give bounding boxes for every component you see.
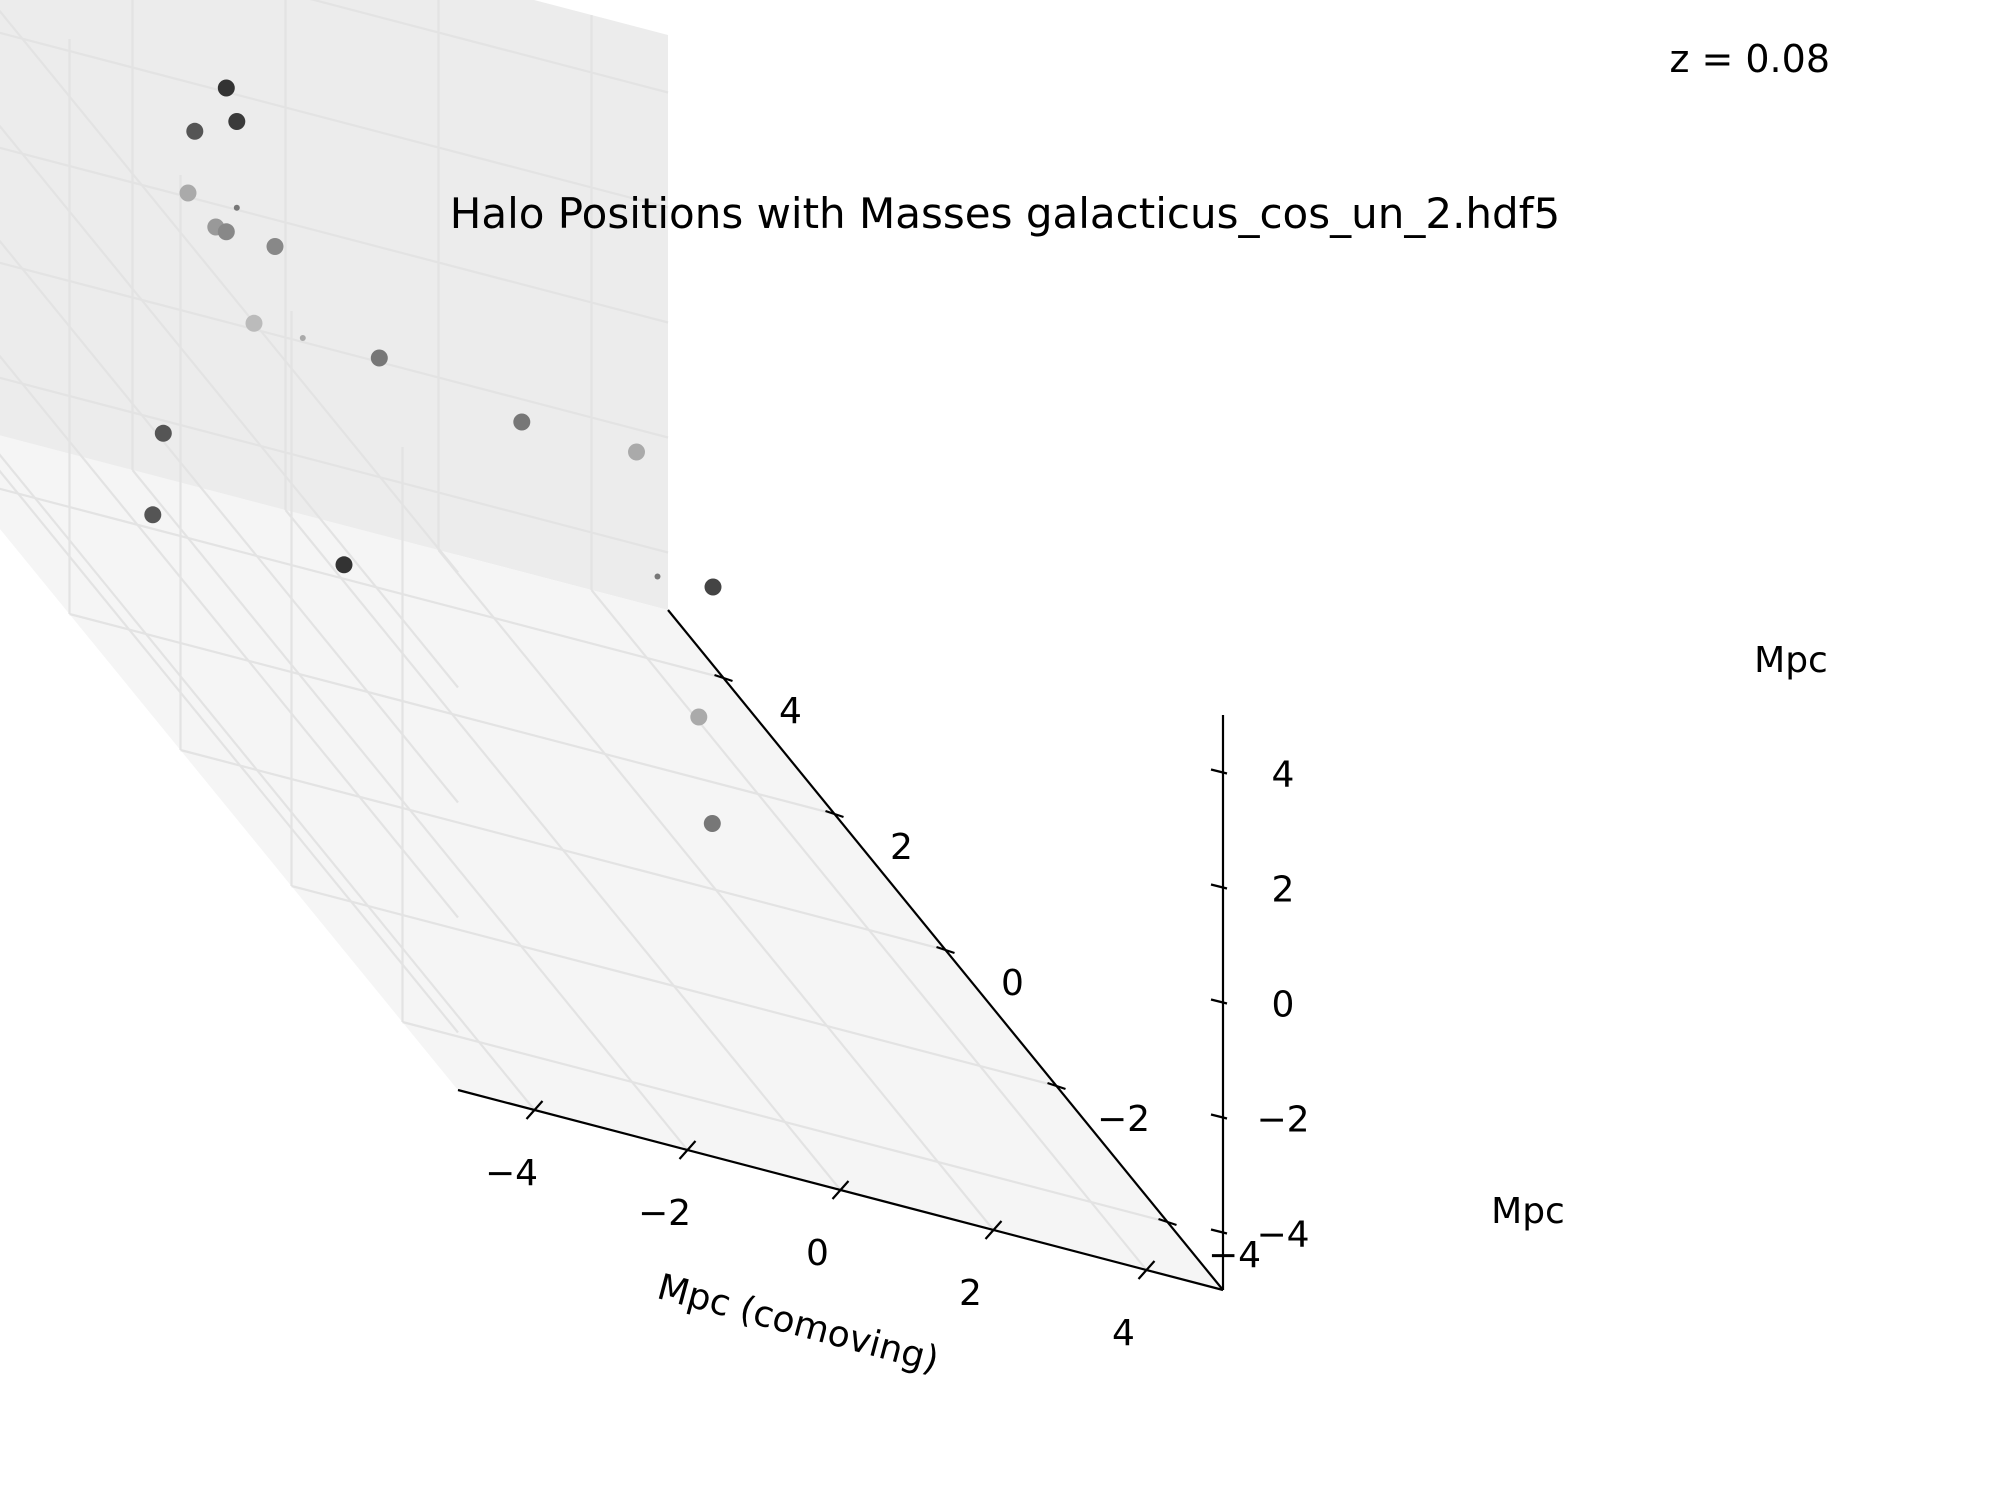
grid-line-z-left (0, 354, 459, 919)
z-tick-label: −2 (1256, 1100, 1309, 1141)
x-tick-label: −2 (638, 1193, 691, 1234)
halo-point (186, 122, 204, 140)
z-tick-label: 0 (1272, 985, 1295, 1026)
grid-line-y-floor (402, 1020, 1168, 1224)
halo-point (690, 708, 708, 726)
y-tick-label: 0 (1001, 963, 1024, 1004)
grid-line-z-left (0, 124, 459, 689)
redshift-annotation: z = 0.08 (1669, 37, 1830, 81)
halo-point (299, 335, 306, 341)
grid-line-z-back (0, 261, 669, 439)
z-tick-mark (1210, 1113, 1228, 1120)
z-tick-mark (1210, 1228, 1228, 1235)
x-tick-mark (678, 1140, 697, 1160)
x-tick-label: 4 (1112, 1313, 1135, 1354)
grid-line-z-left (0, 469, 459, 1034)
y-tick-mark (825, 809, 844, 819)
y-tick-label: −2 (1097, 1099, 1150, 1140)
z-tick-mark (1210, 998, 1228, 1005)
grid-line-y-floor (180, 748, 946, 952)
chart-title: Halo Positions with Masses galacticus_co… (450, 189, 1560, 238)
y-tick-label: 2 (890, 827, 913, 868)
x-tick-label: 2 (959, 1273, 982, 1314)
x-tick-mark (831, 1180, 850, 1200)
y-tick-mark (936, 945, 955, 955)
grid-line-y-floor (69, 612, 835, 816)
halo-point (154, 424, 172, 442)
grid-line-z-back (0, 31, 669, 209)
halo-point (513, 413, 531, 431)
y-tick-label: 4 (779, 691, 802, 732)
halo-point (228, 113, 246, 130)
grid-lines (0, 0, 1168, 1271)
halo-point (233, 204, 240, 211)
grid-line-z-left (0, 239, 459, 804)
z-tick-mark (1210, 883, 1228, 890)
halo-point (217, 223, 235, 241)
back-pane (0, 0, 668, 610)
x-tick-mark (1137, 1260, 1156, 1280)
z-tick-label: 2 (1272, 870, 1295, 911)
halo-point (266, 238, 284, 255)
z-tick-mark (1210, 768, 1228, 775)
y-tick-mark (714, 673, 733, 683)
x-tick-label: 0 (806, 1233, 829, 1274)
tick-labels: −4 −2 0 2 4 −4 −2 0 2 4 −4 −2 0 2 4 (485, 691, 1310, 1354)
x-tick-mark (984, 1220, 1003, 1240)
data-points (144, 79, 722, 832)
z-tick-label: 4 (1272, 755, 1295, 796)
x-axis-label: Mpc (comoving) (653, 1267, 943, 1381)
grid-line-y-floor (291, 884, 1057, 1088)
halo-point (217, 79, 235, 97)
halo-point (144, 506, 162, 524)
halo-point (628, 443, 645, 461)
grid-line-z-back (0, 146, 669, 324)
halo-point (179, 184, 197, 202)
grid-line-z-back (309, 0, 669, 94)
halo-point (704, 578, 722, 596)
halo-point (703, 815, 721, 832)
z-axis-label: Mpc (1754, 640, 1828, 681)
y-tick-mark (1047, 1081, 1066, 1091)
grid-line-z-back (0, 376, 669, 554)
y-axis-label: Mpc (1491, 1191, 1565, 1232)
halo-point (335, 556, 353, 574)
y-tick-label: −4 (1208, 1235, 1261, 1276)
axis-lines (457, 609, 1228, 1292)
x-tick-label: −4 (485, 1153, 538, 1194)
y-tick-mark (1158, 1217, 1177, 1227)
x-tick-mark (525, 1100, 544, 1120)
grid-line-y-floor (0, 487, 724, 680)
halo-point (370, 349, 388, 367)
halo-point (654, 573, 661, 580)
z-tick-label: −4 (1256, 1215, 1309, 1256)
halo-point (245, 314, 263, 332)
grid-line-z-left (0, 9, 459, 574)
